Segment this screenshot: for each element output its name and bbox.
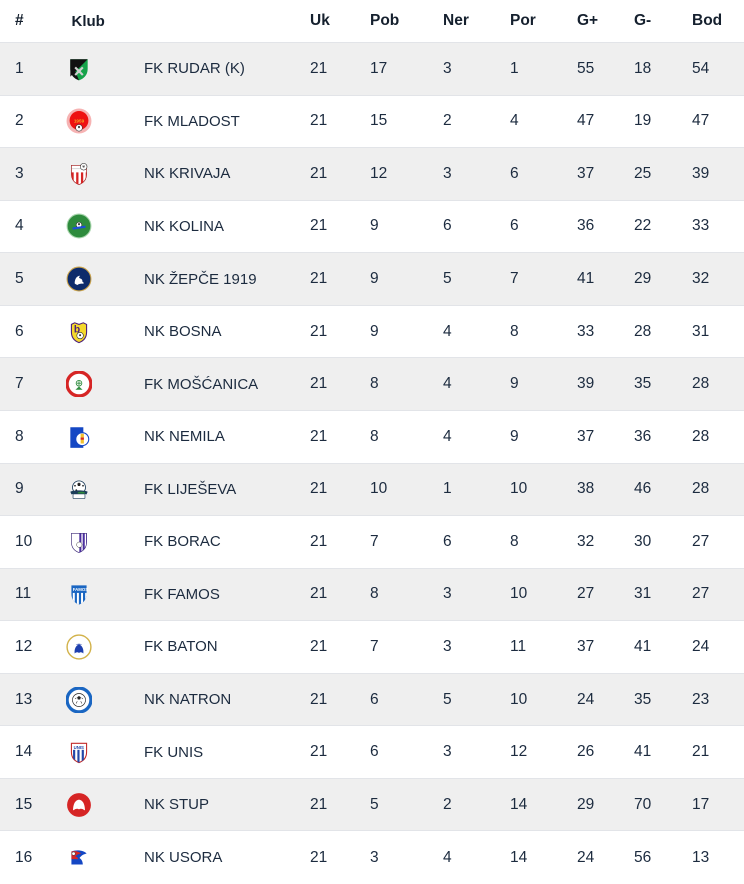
svg-text:FAMOS: FAMOS — [73, 587, 89, 592]
svg-text:UNIS: UNIS — [74, 745, 84, 750]
svg-text:1959: 1959 — [74, 119, 85, 124]
